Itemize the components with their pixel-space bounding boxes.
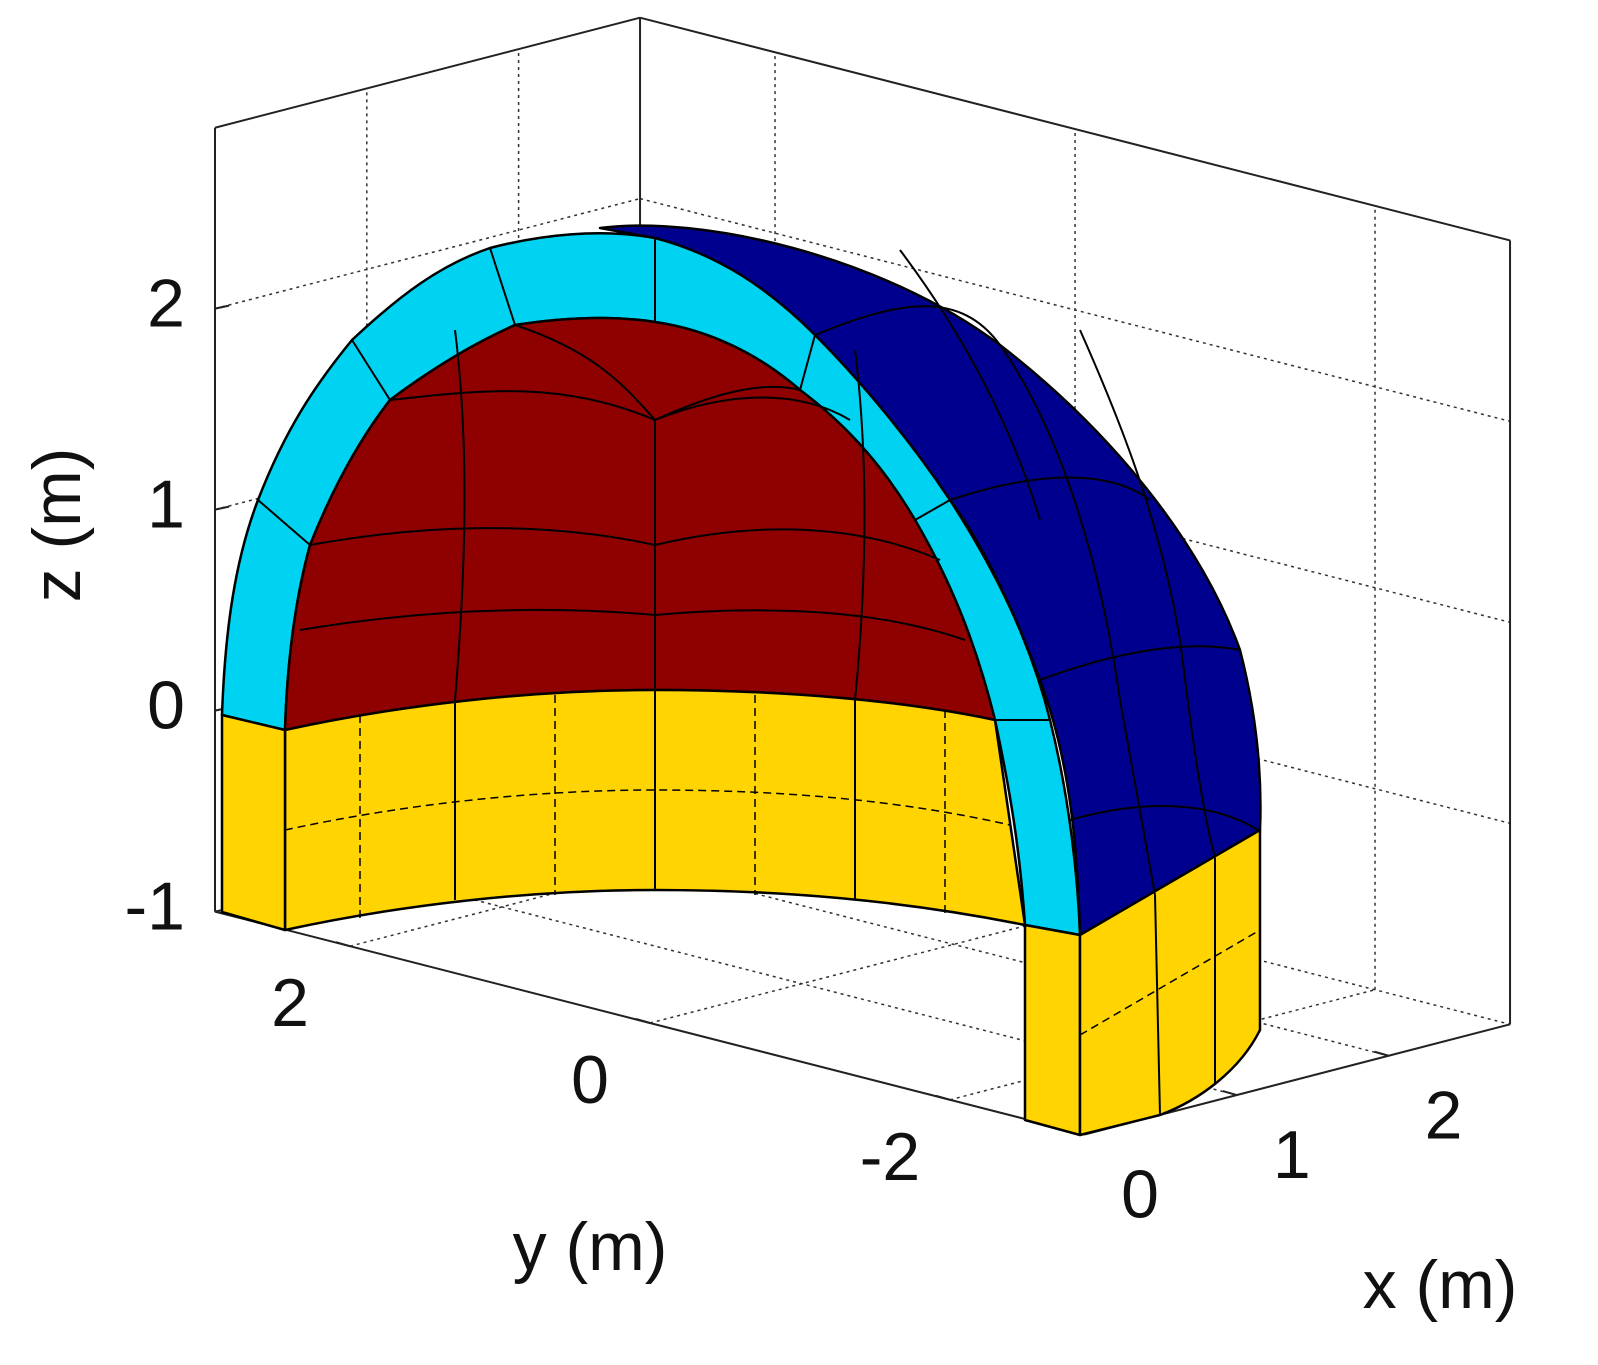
grid-line [649,912,1076,1024]
mesh-line [814,249,1259,896]
x-axis-label: x (m) [1363,1247,1518,1323]
y-tick [635,1018,651,1024]
left-wall-face [220,713,287,932]
x-tick [1222,1090,1238,1097]
x-tick-label: 1 [1273,1117,1311,1193]
mesh [220,224,1262,1137]
y-tick-label: 0 [571,1042,609,1118]
y-axis-label: y (m) [513,1209,668,1285]
y-tick-label: -2 [860,1119,920,1195]
right-wall-face [1023,923,1082,1137]
z-tick [214,505,230,511]
axis-line [639,16,1511,242]
x-tick-label: 0 [1121,1156,1159,1232]
z-tick-label: 1 [147,467,185,543]
z-axis-label: z (m) [19,448,95,603]
z-tick-label: 2 [147,266,185,342]
labels: x (m) y (m) z (m) 2 1 0 -1 2 0 -2 0 1 2 [19,266,1517,1323]
y-tick [335,941,351,948]
mesh-line [257,238,1050,721]
z-tick [214,304,230,310]
grid-line [214,197,641,310]
z-tick-label: -1 [125,869,185,945]
y-tick-label: 2 [271,965,309,1041]
x-tick-label: 2 [1425,1078,1463,1154]
mesh-line [284,695,1261,1036]
y-tick [935,1094,951,1101]
x-tick [1374,1050,1389,1057]
mesh-line [299,324,966,701]
z-tick-label: 0 [147,668,185,744]
axis-line [214,16,641,129]
